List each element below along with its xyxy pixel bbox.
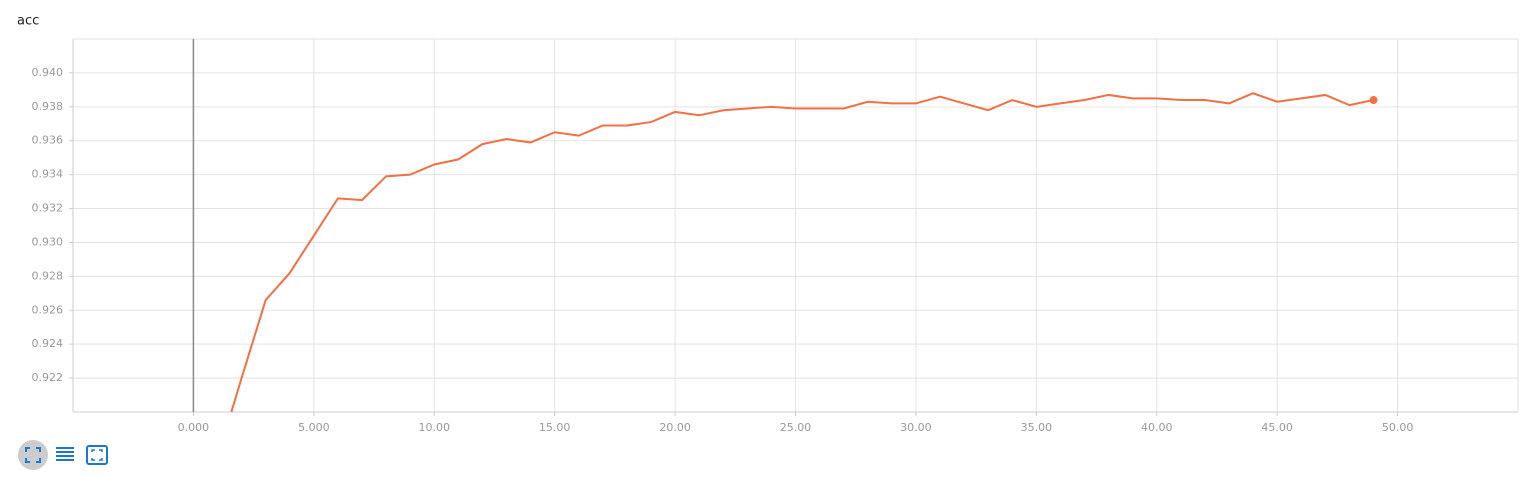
fit-domain-button[interactable] (18, 440, 48, 470)
toggle-log-scale-button[interactable] (56, 447, 74, 461)
y-tick-label: 0.936 (32, 134, 64, 147)
y-tick-label: 0.928 (32, 269, 64, 282)
y-tick-label: 0.924 (32, 337, 64, 350)
y-tick-label: 0.932 (32, 202, 64, 215)
plot-area (230, 92, 1378, 412)
chart-title: acc (17, 14, 39, 29)
y-tick-label: 0.922 (32, 371, 64, 384)
y-tick-label: 0.938 (32, 100, 64, 113)
series-line (230, 92, 1374, 412)
x-tick-label: 40.00 (1141, 421, 1173, 434)
grid: 0.922 0.924 0.926 0.928 0.930 0.932 0.934 0.936… (32, 38, 1519, 434)
x-tick-label: 15.00 (539, 421, 571, 434)
last-point-marker (1369, 96, 1378, 105)
x-tick-label: 10.00 (419, 421, 451, 434)
y-tick-label: 0.930 (32, 235, 64, 248)
x-tick-label: 5.000 (298, 421, 330, 434)
x-tick-label: 35.00 (1021, 421, 1053, 434)
x-tick-label: 25.00 (780, 421, 812, 434)
x-tick-label: 45.00 (1261, 421, 1293, 434)
x-tick-label: 50.00 (1382, 421, 1414, 434)
x-tick-label: 30.00 (900, 421, 932, 434)
expand-chart-button[interactable] (86, 445, 108, 465)
y-tick-label: 0.926 (32, 303, 64, 316)
y-tick-label: 0.940 (32, 66, 64, 79)
x-tick-label: 20.00 (659, 421, 691, 434)
x-tick-label: 0.000 (178, 421, 210, 434)
y-tick-label: 0.934 (32, 168, 64, 181)
